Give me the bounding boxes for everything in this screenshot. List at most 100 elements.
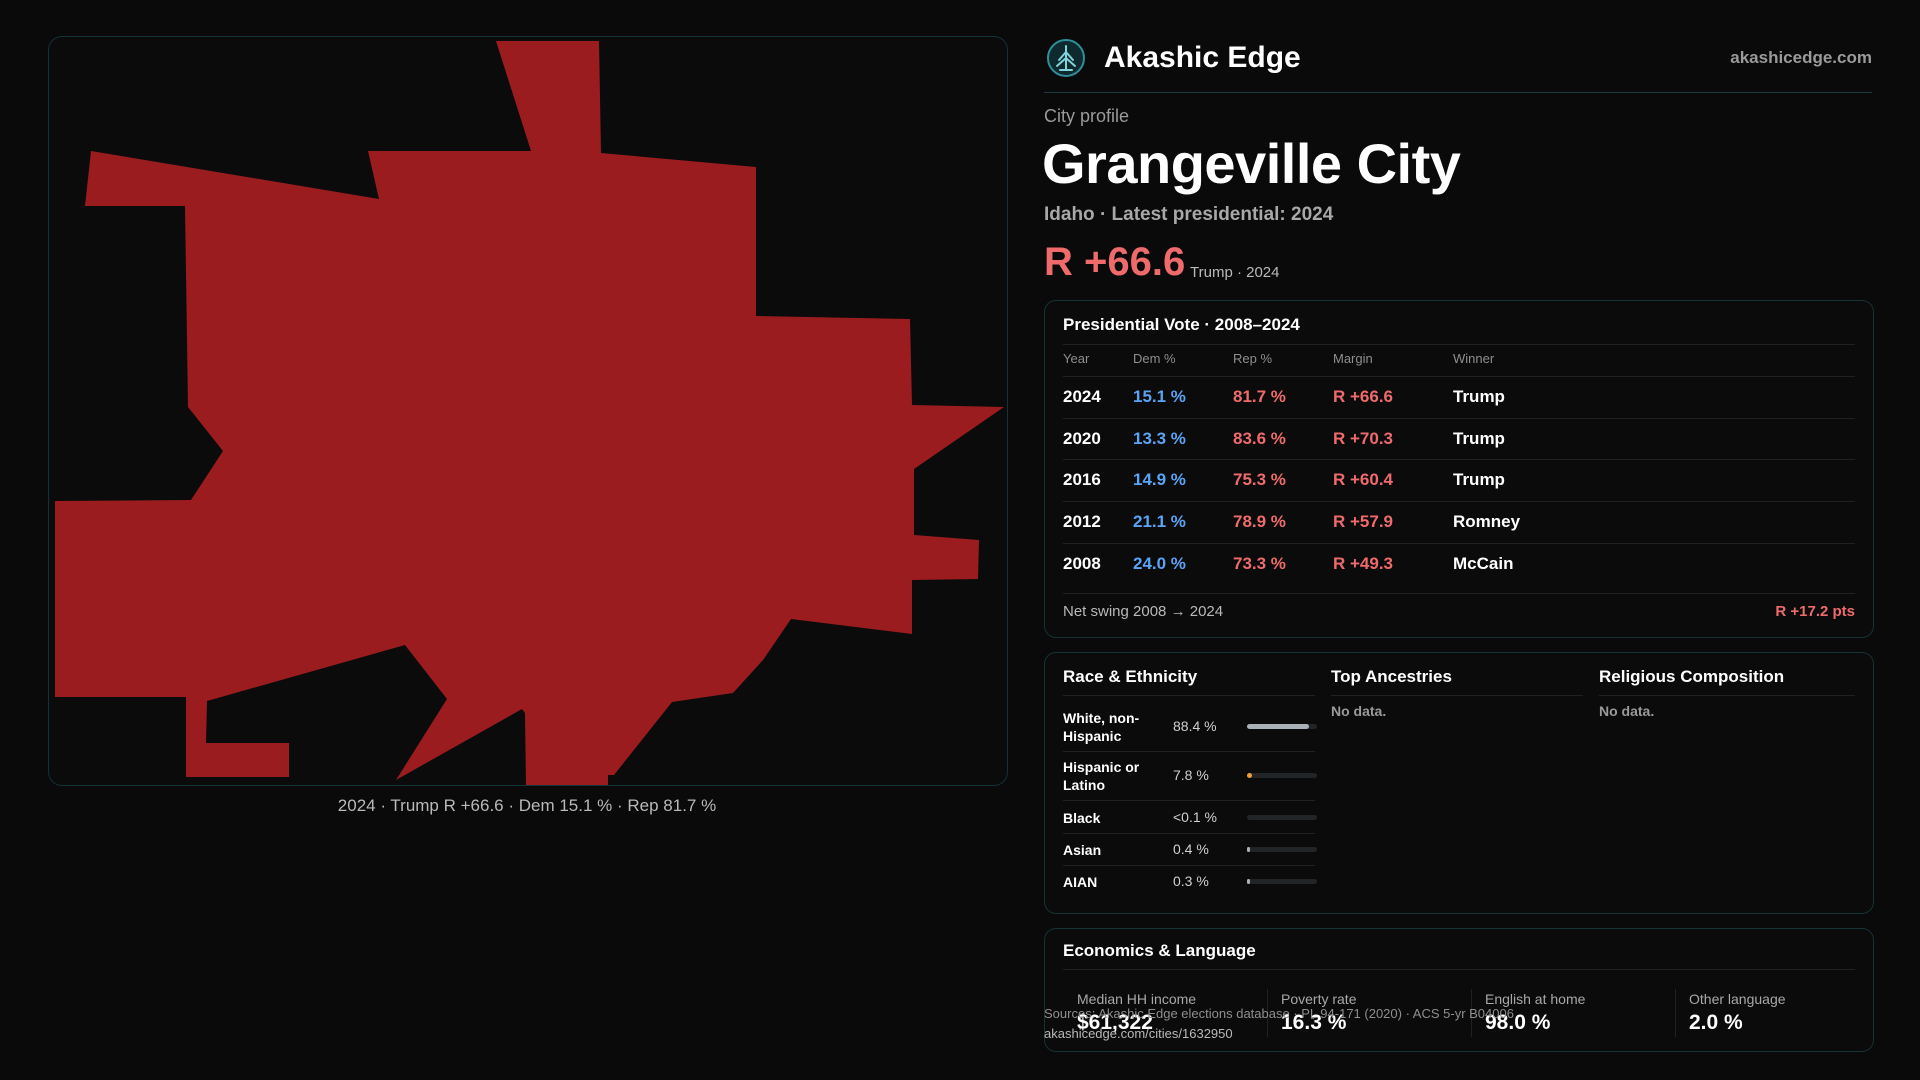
table-row: 2020 13.3 % 83.6 % R +70.3 Trump bbox=[1063, 418, 1855, 460]
row-year: 2016 bbox=[1063, 470, 1101, 489]
demographics-card: Race & Ethnicity White, non-Hispanic 88.… bbox=[1044, 652, 1874, 914]
race-ethnicity-title: Race & Ethnicity bbox=[1063, 667, 1198, 686]
row-dem: 24.0 % bbox=[1133, 554, 1186, 573]
ancestries-title-divider bbox=[1331, 695, 1583, 696]
row-winner: Trump bbox=[1453, 429, 1505, 448]
stat-label: Poverty rate bbox=[1281, 991, 1357, 1007]
net-swing-label: Net swing 2008 → 2024 bbox=[1063, 603, 1224, 620]
page-kicker: City profile bbox=[1044, 106, 1130, 126]
economics-language-card: Economics & Language Median HH income $6… bbox=[1044, 928, 1874, 1052]
stat-divider bbox=[1675, 989, 1676, 1037]
row-margin: R +70.3 bbox=[1333, 429, 1394, 448]
row-winner: Trump bbox=[1453, 470, 1505, 489]
race-value: 0.4 % bbox=[1173, 841, 1209, 857]
city-boundary-map[interactable] bbox=[48, 36, 1008, 786]
table-row: 2012 21.1 % 78.9 % R +57.9 Romney bbox=[1063, 501, 1855, 543]
row-margin: R +66.6 bbox=[1333, 387, 1394, 406]
row-rep: 73.3 % bbox=[1233, 554, 1286, 573]
race-bar-fill bbox=[1247, 724, 1309, 729]
brand-name[interactable]: Akashic Edge bbox=[1104, 41, 1301, 74]
race-bar-track bbox=[1247, 847, 1317, 852]
col-header-winner: Winner bbox=[1453, 351, 1495, 366]
stat-label: Median HH income bbox=[1077, 991, 1197, 1007]
row-dem: 15.1 % bbox=[1133, 387, 1186, 406]
religion-no-data: No data. bbox=[1599, 703, 1655, 719]
row-dem: 13.3 % bbox=[1133, 429, 1186, 448]
stat-value: 2.0 % bbox=[1689, 1011, 1743, 1034]
row-rep: 83.6 % bbox=[1233, 429, 1286, 448]
headline-margin: R +66.6 bbox=[1044, 240, 1186, 284]
col-header-rep: Rep % bbox=[1233, 351, 1273, 366]
religious-composition-title: Religious Composition bbox=[1599, 667, 1785, 686]
vote-card-title: Presidential Vote · 2008–2024 bbox=[1063, 315, 1300, 334]
footer-link[interactable]: akashicedge.com/cities/1632950 bbox=[1044, 1026, 1233, 1041]
row-margin: R +60.4 bbox=[1333, 470, 1394, 489]
table-row: 2024 15.1 % 81.7 % R +66.6 Trump bbox=[1063, 376, 1855, 418]
row-rep: 81.7 % bbox=[1233, 387, 1286, 406]
ancestries-no-data: No data. bbox=[1331, 703, 1387, 719]
economics-title-divider bbox=[1063, 969, 1855, 970]
race-value: <0.1 % bbox=[1173, 809, 1217, 825]
presidential-vote-card: Presidential Vote · 2008–2024 Year Dem %… bbox=[1044, 300, 1874, 638]
stat-value: 98.0 % bbox=[1485, 1011, 1551, 1034]
stat-value: $61,322 bbox=[1077, 1011, 1153, 1034]
race-bar-track bbox=[1247, 773, 1317, 778]
race-bar-track bbox=[1247, 724, 1317, 729]
religion-title-divider bbox=[1599, 695, 1855, 696]
vote-title-divider bbox=[1063, 344, 1855, 345]
stat-value: 16.3 % bbox=[1281, 1011, 1347, 1034]
swing-divider bbox=[1063, 593, 1855, 594]
row-year: 2024 bbox=[1063, 387, 1101, 406]
race-bar-fill bbox=[1247, 879, 1250, 884]
economics-card-title: Economics & Language bbox=[1063, 941, 1256, 960]
row-year: 2020 bbox=[1063, 429, 1101, 448]
race-row-white: White, non-Hispanic 88.4 % bbox=[1063, 705, 1317, 752]
row-margin: R +57.9 bbox=[1333, 512, 1394, 531]
col-header-year: Year bbox=[1063, 351, 1090, 366]
stat-divider bbox=[1471, 989, 1472, 1037]
race-bar-track bbox=[1247, 879, 1317, 884]
race-label: Asian bbox=[1063, 842, 1102, 858]
row-winner: Romney bbox=[1453, 512, 1521, 531]
row-dem: 14.9 % bbox=[1133, 470, 1186, 489]
race-title-divider bbox=[1063, 695, 1315, 696]
race-value: 88.4 % bbox=[1173, 718, 1217, 734]
table-row: 2008 24.0 % 73.3 % R +49.3 McCain bbox=[1063, 543, 1855, 585]
site-url-link[interactable]: akashicedge.com bbox=[1730, 48, 1872, 67]
race-row-hispanic: Hispanic or Latino 7.8 % bbox=[1063, 754, 1317, 801]
race-row-aian: AIAN 0.3 % bbox=[1063, 867, 1317, 897]
other-language-stat: Other language 2.0 % bbox=[1689, 991, 1786, 1035]
row-year: 2012 bbox=[1063, 512, 1101, 531]
race-bar-fill bbox=[1247, 847, 1250, 852]
col-header-margin: Margin bbox=[1333, 351, 1373, 366]
race-label: White, non-Hispanic bbox=[1063, 710, 1140, 744]
row-rep: 78.9 % bbox=[1233, 512, 1286, 531]
row-margin: R +49.3 bbox=[1333, 554, 1394, 573]
headline-note: Trump · 2024 bbox=[1190, 264, 1280, 281]
race-value: 0.3 % bbox=[1173, 873, 1209, 889]
race-label: AIAN bbox=[1063, 874, 1098, 890]
race-label: Hispanic or Latino bbox=[1063, 759, 1140, 793]
net-swing-value: R +17.2 pts bbox=[1775, 603, 1855, 620]
map-svg bbox=[55, 41, 1004, 785]
map-caption: 2024 · Trump R +66.6 · Dem 15.1 % · Rep … bbox=[337, 796, 717, 815]
top-ancestries-title: Top Ancestries bbox=[1331, 667, 1452, 686]
col-header-dem: Dem % bbox=[1133, 351, 1176, 366]
footer-source: Sources: Akashic Edge elections database… bbox=[1044, 1006, 1514, 1021]
row-dem: 21.1 % bbox=[1133, 512, 1186, 531]
row-winner: Trump bbox=[1453, 387, 1505, 406]
page-subtitle: Idaho · Latest presidential: 2024 bbox=[1044, 204, 1334, 225]
poverty-rate-stat: Poverty rate 16.3 % bbox=[1281, 991, 1356, 1035]
median-income-stat: Median HH income $61,322 bbox=[1077, 991, 1196, 1035]
race-row-asian: Asian 0.4 % bbox=[1063, 835, 1317, 866]
row-year: 2008 bbox=[1063, 554, 1101, 573]
race-value: 7.8 % bbox=[1173, 767, 1209, 783]
stat-label: Other language bbox=[1689, 991, 1786, 1007]
row-rep: 75.3 % bbox=[1233, 470, 1286, 489]
tree-icon[interactable] bbox=[1046, 38, 1086, 78]
english-at-home-stat: English at home 98.0 % bbox=[1485, 991, 1585, 1035]
header-divider bbox=[1044, 92, 1872, 93]
race-row-black: Black <0.1 % bbox=[1063, 803, 1317, 834]
race-bar-fill bbox=[1247, 773, 1252, 778]
city-boundary-shape[interactable] bbox=[55, 41, 1004, 785]
